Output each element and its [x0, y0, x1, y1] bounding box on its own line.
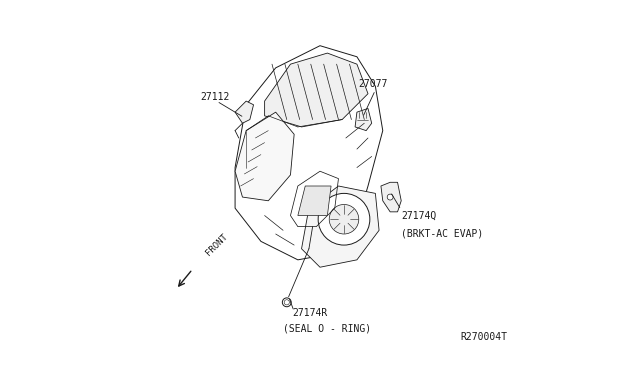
Polygon shape: [235, 101, 253, 123]
Circle shape: [282, 298, 291, 307]
Circle shape: [329, 205, 359, 234]
Text: (SEAL O - RING): (SEAL O - RING): [283, 323, 371, 333]
Text: (BRKT-AC EVAP): (BRKT-AC EVAP): [401, 229, 483, 239]
Text: 27174R: 27174R: [292, 308, 328, 318]
Text: R270004T: R270004T: [460, 332, 508, 342]
Polygon shape: [301, 186, 379, 267]
Circle shape: [284, 300, 289, 305]
Circle shape: [318, 193, 370, 245]
Polygon shape: [355, 109, 372, 131]
Circle shape: [387, 194, 393, 200]
Polygon shape: [264, 53, 368, 127]
Polygon shape: [235, 46, 383, 260]
Polygon shape: [381, 182, 401, 212]
Text: 27112: 27112: [200, 92, 229, 102]
Text: 27077: 27077: [359, 80, 388, 89]
Text: FRONT: FRONT: [204, 232, 229, 258]
Polygon shape: [298, 186, 331, 215]
Polygon shape: [235, 112, 294, 201]
Text: 27174Q: 27174Q: [401, 211, 436, 221]
